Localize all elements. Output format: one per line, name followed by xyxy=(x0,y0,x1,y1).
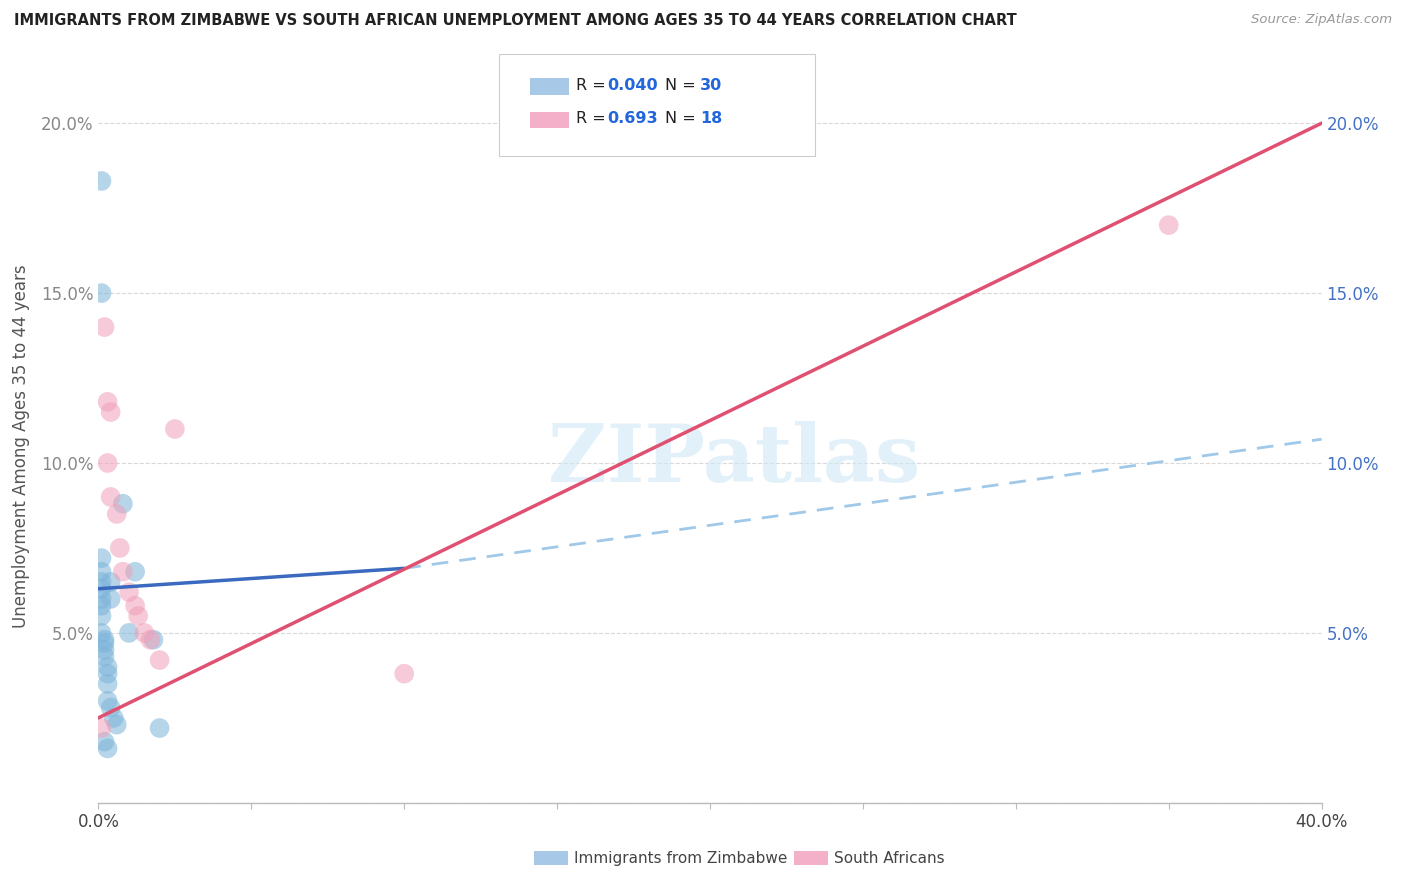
Point xyxy=(105,717,128,731)
Point xyxy=(100,700,122,714)
Point xyxy=(97,677,120,691)
Point xyxy=(97,394,120,409)
Text: N =: N = xyxy=(665,112,702,126)
Point xyxy=(93,649,115,664)
Point xyxy=(100,591,122,606)
Point xyxy=(97,666,120,681)
Text: R =: R = xyxy=(576,112,612,126)
Text: 30: 30 xyxy=(700,78,723,93)
Point xyxy=(134,626,156,640)
Point xyxy=(97,741,120,756)
Point xyxy=(90,599,112,613)
Text: IMMIGRANTS FROM ZIMBABWE VS SOUTH AFRICAN UNEMPLOYMENT AMONG AGES 35 TO 44 YEARS: IMMIGRANTS FROM ZIMBABWE VS SOUTH AFRICA… xyxy=(14,13,1017,29)
Y-axis label: Unemployment Among Ages 35 to 44 years: Unemployment Among Ages 35 to 44 years xyxy=(11,264,30,628)
Point xyxy=(97,660,120,674)
Text: N =: N = xyxy=(665,78,702,93)
Point xyxy=(142,632,165,647)
Point xyxy=(90,574,112,589)
Point xyxy=(93,636,115,650)
Point xyxy=(163,422,186,436)
Point xyxy=(139,632,162,647)
Point xyxy=(105,507,128,521)
Point xyxy=(93,643,115,657)
Text: Source: ZipAtlas.com: Source: ZipAtlas.com xyxy=(1251,13,1392,27)
Point xyxy=(97,456,120,470)
Point xyxy=(1157,218,1180,232)
Point xyxy=(111,565,134,579)
Point xyxy=(103,711,125,725)
Point xyxy=(100,574,122,589)
Point xyxy=(90,608,112,623)
Point xyxy=(100,405,122,419)
Point xyxy=(90,565,112,579)
Point xyxy=(90,626,112,640)
Point xyxy=(90,286,112,301)
Point xyxy=(118,626,141,640)
Point xyxy=(127,608,149,623)
Point xyxy=(149,653,172,667)
Point xyxy=(124,565,146,579)
Text: R =: R = xyxy=(576,78,612,93)
Point xyxy=(90,582,112,596)
Point xyxy=(111,497,134,511)
Point xyxy=(93,734,115,748)
Point xyxy=(392,666,416,681)
Point xyxy=(90,174,112,188)
Point xyxy=(124,599,146,613)
Point xyxy=(118,585,141,599)
Point xyxy=(100,490,122,504)
Point xyxy=(90,551,112,566)
Text: 0.040: 0.040 xyxy=(607,78,658,93)
Text: ZIPatlas: ZIPatlas xyxy=(548,421,921,500)
Point xyxy=(93,632,115,647)
Text: 18: 18 xyxy=(700,112,723,126)
Text: 0.693: 0.693 xyxy=(607,112,658,126)
Text: South Africans: South Africans xyxy=(834,851,945,865)
Point xyxy=(97,694,120,708)
Point xyxy=(90,591,112,606)
Text: Immigrants from Zimbabwe: Immigrants from Zimbabwe xyxy=(574,851,787,865)
Point xyxy=(93,320,115,334)
Point xyxy=(108,541,131,555)
Point xyxy=(149,721,172,735)
Point xyxy=(90,721,112,735)
